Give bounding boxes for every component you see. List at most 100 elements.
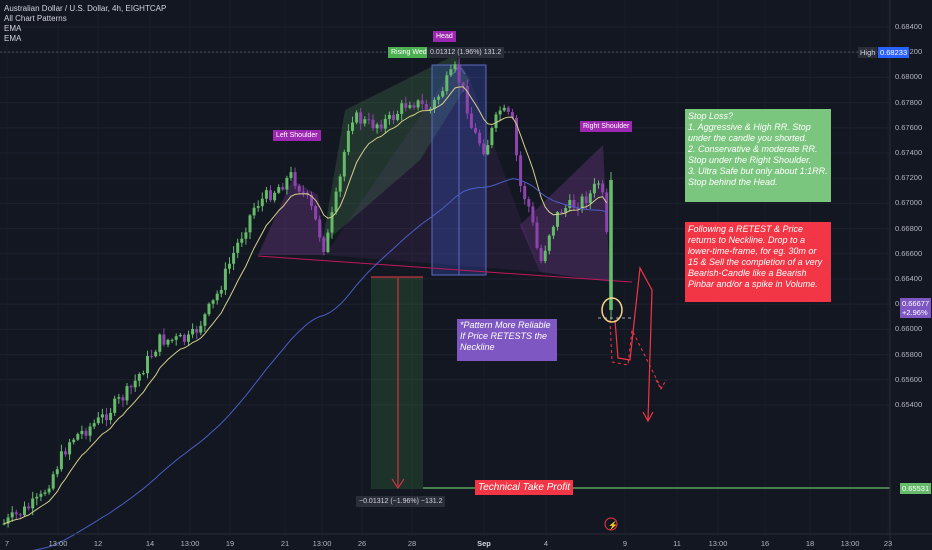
- candle-body: [174, 336, 178, 340]
- candle-body: [207, 303, 211, 315]
- time-tick-label: 16: [760, 539, 770, 548]
- retest-note: Following a RETEST & Price returns to Ne…: [685, 222, 831, 302]
- candle-body: [490, 128, 494, 146]
- candle-body: [412, 105, 416, 108]
- event-marker[interactable]: [604, 517, 618, 531]
- indicator-ema-2[interactable]: EMA: [4, 34, 22, 43]
- candle-body: [100, 414, 104, 418]
- candle-body: [601, 183, 605, 193]
- candle-body: [539, 247, 543, 262]
- time-tick-label: 13:00: [48, 539, 68, 548]
- candle-body: [392, 114, 395, 120]
- candle-body: [318, 219, 322, 238]
- time-tick-label: 12: [93, 539, 103, 548]
- target-measure-arrowhead: [391, 478, 405, 489]
- candle-body: [404, 103, 408, 108]
- candle-body: [96, 417, 100, 424]
- candle-body: [215, 293, 219, 301]
- neckline: [257, 255, 633, 283]
- candle-body: [355, 112, 359, 123]
- candle-body: [494, 114, 498, 129]
- candle-body: [162, 334, 166, 345]
- candle-body: [330, 212, 334, 233]
- ema-slow-line: [33, 178, 607, 550]
- candle-body: [543, 250, 547, 262]
- reliable-note: *Pattern More Reliable If Price RETESTS …: [457, 319, 557, 361]
- candle-body: [375, 124, 379, 129]
- measure-top-label: 0.01312 (1.96%) 131.2: [427, 47, 505, 58]
- candle-body: [252, 207, 256, 216]
- candle-body: [379, 124, 383, 129]
- retest-projection-path: [614, 266, 653, 421]
- candle-body: [322, 237, 326, 253]
- candle-body: [80, 430, 84, 435]
- candle-body: [527, 199, 531, 207]
- candle-body: [519, 155, 523, 186]
- ema-fast-line: [3, 86, 608, 525]
- candle-body: [474, 127, 477, 133]
- candle-body: [523, 185, 527, 200]
- candle-body: [133, 380, 137, 388]
- candle-body: [580, 196, 584, 210]
- candle-body: [387, 114, 391, 119]
- current-price-value: 0.66677: [902, 299, 930, 308]
- candle-body: [584, 196, 588, 204]
- price-tick-label: 0.67600: [895, 122, 923, 132]
- time-tick-label: 4: [543, 539, 549, 548]
- candle-body: [560, 211, 564, 213]
- candle-body: [367, 119, 371, 121]
- candle-body: [117, 397, 121, 399]
- candle-body: [609, 180, 613, 310]
- symbol-title[interactable]: Australian Dollar / U.S. Dollar, 4h, EIG…: [4, 4, 167, 13]
- candle-body: [346, 130, 350, 152]
- candle-body: [84, 430, 88, 436]
- candle-body: [453, 64, 457, 70]
- candle-body: [551, 226, 555, 236]
- candle-body: [445, 75, 449, 92]
- candle-body: [105, 414, 108, 421]
- candle-body: [588, 193, 592, 204]
- candle-body: [576, 208, 580, 210]
- candle-body: [461, 82, 465, 86]
- candle-body: [433, 99, 436, 109]
- candle-body: [211, 300, 215, 304]
- candle-body: [10, 512, 14, 518]
- time-tick-label: 13:00: [840, 539, 860, 548]
- high-label-box: High: [858, 47, 878, 58]
- price-tick-label: 0.65800: [895, 349, 923, 359]
- candle-body: [547, 235, 551, 251]
- candle-body: [166, 339, 170, 345]
- candle-body: [273, 192, 277, 201]
- candle-body: [260, 198, 264, 207]
- candle-body: [219, 289, 223, 294]
- candle-body: [121, 397, 125, 401]
- candle-body: [191, 328, 195, 335]
- candle-body: [342, 151, 346, 177]
- candle-body: [223, 268, 227, 290]
- candle-body: [236, 242, 240, 253]
- left-shoulder-region: [258, 180, 325, 255]
- candle-body: [150, 355, 154, 357]
- candle-body: [199, 325, 203, 333]
- candle-body: [269, 190, 272, 201]
- candle-body: [125, 386, 129, 401]
- indicator-ema-1[interactable]: EMA: [4, 24, 22, 33]
- time-tick-label: 14: [145, 539, 155, 548]
- time-tick-label: 19: [225, 539, 235, 548]
- current-price-change: +2.96%: [902, 308, 928, 317]
- left-shoulder-tag: Left Shoulder: [273, 130, 321, 141]
- candle-body: [47, 488, 51, 493]
- candle-body: [469, 113, 473, 128]
- candle-body: [515, 117, 518, 156]
- indicator-chart-patterns[interactable]: All Chart Patterns: [4, 14, 67, 23]
- take-profit-label: Technical Take Profit: [475, 480, 574, 495]
- time-tick-label: 11: [673, 539, 681, 548]
- candle-body: [568, 199, 572, 209]
- right-shoulder-tag: Right Shoulder: [580, 121, 633, 132]
- candle-body: [170, 339, 174, 341]
- price-tick-label: 0.65400: [895, 400, 923, 409]
- price-tick-label: 0.66000: [895, 324, 923, 334]
- candle-body: [420, 100, 424, 104]
